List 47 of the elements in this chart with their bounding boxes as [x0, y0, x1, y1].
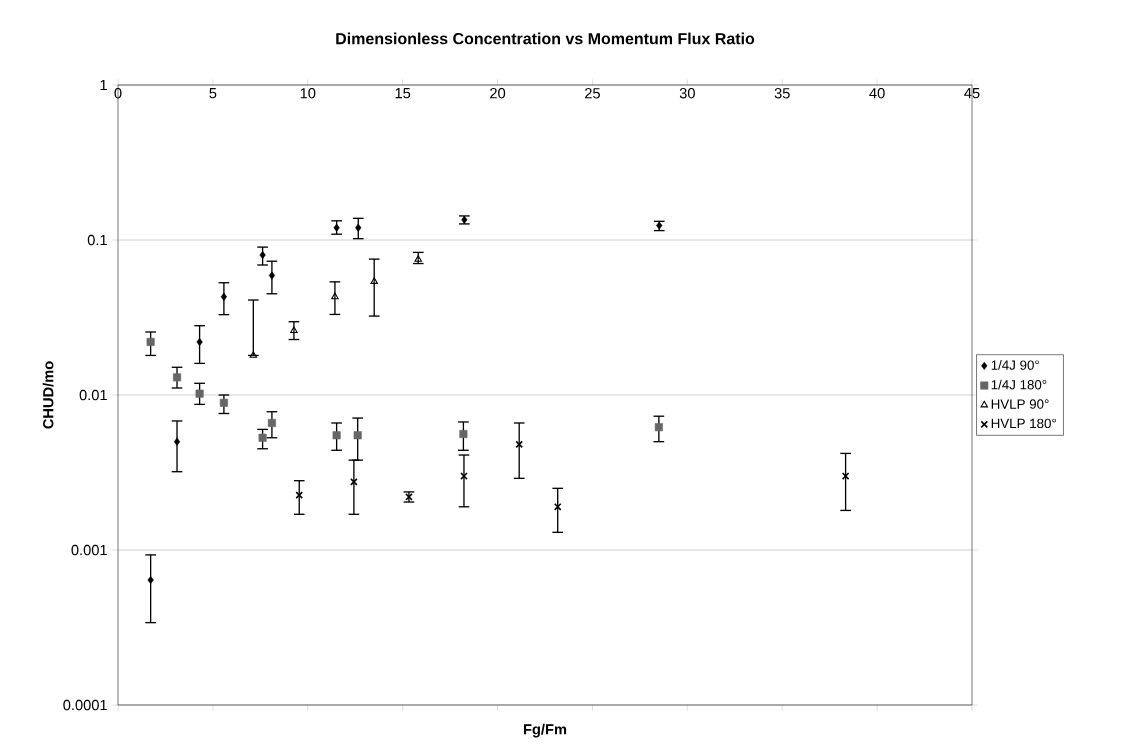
x-tick-label: 40 — [869, 88, 885, 99]
x-tick-label: 45 — [964, 88, 980, 99]
point — [220, 292, 227, 301]
point — [290, 326, 298, 334]
point — [146, 337, 155, 346]
y-tick-label: 0.1 — [87, 234, 107, 246]
legend-label: HVLP 180° — [991, 418, 1056, 429]
x-tick-label: 15 — [395, 88, 411, 99]
point — [353, 431, 362, 440]
point — [370, 277, 378, 284]
point — [350, 478, 358, 486]
point — [258, 433, 267, 442]
legend-label: 1/4J 180° — [991, 379, 1047, 390]
point — [268, 271, 275, 280]
y-tick-label: 0.001 — [71, 544, 107, 556]
point — [173, 373, 182, 382]
point — [295, 491, 304, 499]
legend-label: 1/4J 90° — [991, 360, 1039, 370]
point — [147, 576, 154, 585]
y-axis-title: CHUD/mo — [42, 361, 54, 429]
x-axis-title: Fg/Fm — [523, 723, 567, 738]
x-tick-label: 30 — [679, 88, 695, 99]
point — [196, 337, 203, 346]
x-tick-label: 25 — [585, 88, 600, 99]
y-tick-label: 0.0001 — [63, 699, 107, 711]
chart-title: Dimensionless Concentration vs Momentum Flux Ratio — [336, 32, 755, 45]
y-tick-label: 0.01 — [79, 389, 107, 401]
point — [332, 431, 341, 440]
point — [267, 418, 276, 427]
point — [195, 389, 204, 398]
y-tick-label: 1 — [100, 79, 107, 91]
point — [553, 502, 562, 511]
point — [249, 351, 258, 358]
x-tick-label: 35 — [774, 88, 790, 99]
point — [331, 292, 339, 300]
point — [355, 223, 362, 232]
point — [219, 398, 228, 407]
point — [173, 437, 181, 446]
point — [259, 251, 266, 260]
point — [459, 430, 468, 439]
point — [460, 472, 468, 480]
x-tick-label: 10 — [300, 88, 316, 99]
x-tick-label: 20 — [490, 88, 506, 99]
legend-label: HVLP 90° — [991, 399, 1049, 409]
point — [654, 423, 663, 432]
x-tick-label: 0 — [114, 88, 122, 99]
x-tick-label: 5 — [209, 88, 217, 99]
